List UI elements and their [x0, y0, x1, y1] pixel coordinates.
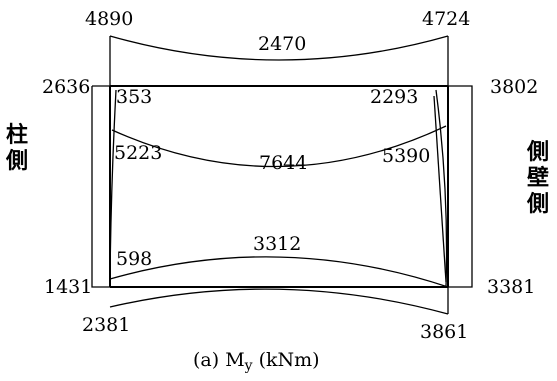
caption-unit: (kNm) — [253, 349, 320, 371]
label-left-bottom-outer: 1431 — [44, 276, 92, 298]
left-inner-curve — [109, 89, 117, 280]
side-right-char-2: 壁 — [527, 165, 549, 191]
left-wall-moment — [91, 86, 110, 288]
label-top-mid: 2470 — [258, 33, 306, 55]
label-bottom-left-outer: 2381 — [82, 314, 130, 336]
right-diagonal — [433, 95, 447, 283]
right-wall-moment — [448, 85, 473, 288]
label-top-left-inner: 353 — [116, 86, 152, 108]
bottom-upper-curve — [109, 256, 449, 288]
label-bottom-mid: 3312 — [253, 233, 301, 255]
side-left-char-1: 柱 — [6, 122, 28, 148]
label-mid-center: 7644 — [259, 152, 307, 174]
bottom-lower-curve — [109, 288, 449, 315]
side-left-char-2: 側 — [5, 148, 28, 174]
label-bottom-right-outer: 3861 — [420, 321, 468, 343]
caption: (a) My (kNm) — [193, 349, 320, 374]
label-mid-left: 5223 — [114, 142, 162, 164]
label-bottom-left-inner: 598 — [116, 248, 152, 270]
mid-moment-curve — [111, 125, 447, 168]
label-right-top-outer: 3802 — [490, 76, 538, 98]
label-right-bottom-outer: 3381 — [487, 276, 535, 298]
right-inner-curve — [435, 89, 448, 288]
label-mid-right: 5390 — [382, 145, 430, 167]
side-right-char-1: 側 — [526, 139, 549, 165]
label-top-left-outer: 4890 — [85, 8, 133, 30]
side-right-char-3: 側 — [526, 191, 549, 217]
top-moment-curve — [109, 35, 449, 61]
label-left-top-outer: 2636 — [42, 76, 90, 98]
label-top-right-outer: 4724 — [422, 8, 470, 30]
caption-subscript: y — [244, 358, 253, 374]
label-top-right-inner: 2293 — [370, 86, 418, 108]
